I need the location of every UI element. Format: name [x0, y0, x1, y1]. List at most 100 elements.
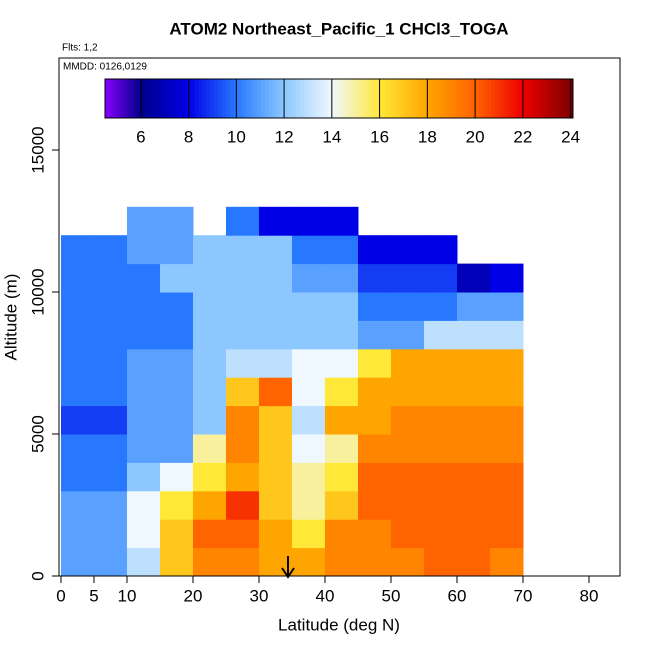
cell [258, 462, 293, 492]
cell [93, 263, 128, 293]
cell [390, 547, 425, 577]
cell [258, 490, 293, 520]
colorbar-swatch [183, 79, 188, 118]
colorbar-swatch [389, 79, 395, 118]
cell [291, 206, 326, 236]
cell [324, 263, 359, 293]
colorbar-swatch [428, 79, 434, 118]
colorbar-swatch [167, 79, 172, 118]
cell [357, 320, 392, 350]
x-tick-label: 20 [184, 586, 203, 605]
colorbar-swatch [147, 79, 153, 118]
cell [225, 235, 260, 265]
cell [423, 263, 458, 293]
cell [93, 490, 128, 520]
colorbar-swatch [514, 79, 519, 118]
cell [225, 292, 260, 321]
colorbar-swatch [463, 79, 469, 118]
colorbar-swatch [241, 79, 246, 118]
colorbar-swatch [288, 79, 293, 118]
y-tick-label: 0 [28, 571, 47, 580]
colorbar-swatch [475, 79, 480, 118]
colorbar-swatch [459, 79, 465, 118]
colorbar-swatch [116, 79, 122, 118]
cell [159, 490, 194, 520]
cell [456, 434, 491, 463]
colorbar-swatch [339, 79, 344, 118]
cell [159, 292, 194, 321]
cell [159, 206, 194, 236]
cell [93, 377, 128, 407]
cell [126, 490, 161, 520]
colorbar-swatch [487, 79, 492, 118]
colorbar-tick-label: 20 [466, 127, 485, 146]
colorbar-swatch [483, 79, 488, 118]
cell [324, 377, 359, 407]
colorbar-swatch [467, 79, 473, 118]
y-axis-title: Altitude (m) [1, 274, 20, 361]
colorbar-swatch [534, 79, 539, 118]
colorbar-swatch [136, 79, 141, 118]
colorbar-swatch [557, 79, 562, 118]
cell [291, 292, 326, 321]
cell [93, 462, 128, 492]
cell [225, 462, 260, 492]
y-tick-label: 15000 [28, 126, 47, 173]
cell [93, 348, 128, 378]
colorbar-swatch [159, 79, 164, 118]
colorbar-tick-label: 18 [418, 127, 437, 146]
x-tick-label: 0 [56, 586, 65, 605]
colorbar-swatch [268, 79, 274, 118]
cell [159, 434, 194, 463]
cell [93, 405, 128, 435]
colorbar-swatch [545, 79, 551, 118]
colorbar-swatch [381, 79, 387, 118]
colorbar-swatch [413, 79, 418, 118]
cell [192, 519, 227, 549]
cell [60, 377, 95, 407]
cell [390, 434, 425, 463]
cell [423, 377, 458, 407]
colorbar-swatch [218, 79, 223, 118]
x-tick-label: 10 [118, 586, 137, 605]
cell [93, 519, 128, 549]
x-tick-label: 80 [580, 586, 599, 605]
cell [60, 519, 95, 549]
cell [456, 348, 491, 378]
cell [456, 263, 491, 293]
cell [60, 235, 95, 265]
colorbar-swatch [498, 79, 504, 118]
colorbar-swatch [471, 79, 476, 118]
cell [423, 434, 458, 463]
cell [456, 490, 491, 520]
colorbar-swatch [495, 79, 500, 118]
cell [126, 263, 161, 293]
colorbar-swatch [222, 79, 227, 118]
colorbar-swatch [440, 79, 445, 118]
cell [324, 206, 359, 236]
colorbar-swatch [300, 79, 305, 118]
colorbar-swatch [397, 79, 402, 118]
cell [423, 348, 458, 378]
colorbar-swatch [303, 79, 309, 118]
annotation: MMDD: 0126,0129 [63, 62, 147, 73]
cell [357, 462, 392, 492]
arrow [281, 556, 295, 579]
cell [291, 235, 326, 265]
colorbar-swatch [194, 79, 200, 118]
cell [390, 462, 425, 492]
cell [93, 434, 128, 463]
cell [390, 292, 425, 321]
colorbar-swatch [510, 79, 515, 118]
colorbar-swatch [366, 79, 371, 118]
cell [225, 405, 260, 435]
colorbar-swatch [420, 79, 426, 118]
cell [126, 292, 161, 321]
cell [357, 490, 392, 520]
cell [258, 547, 293, 577]
cell [60, 434, 95, 463]
cell [192, 434, 227, 463]
cell [456, 519, 491, 549]
cell [357, 434, 392, 463]
colorbar-swatch [229, 79, 235, 118]
